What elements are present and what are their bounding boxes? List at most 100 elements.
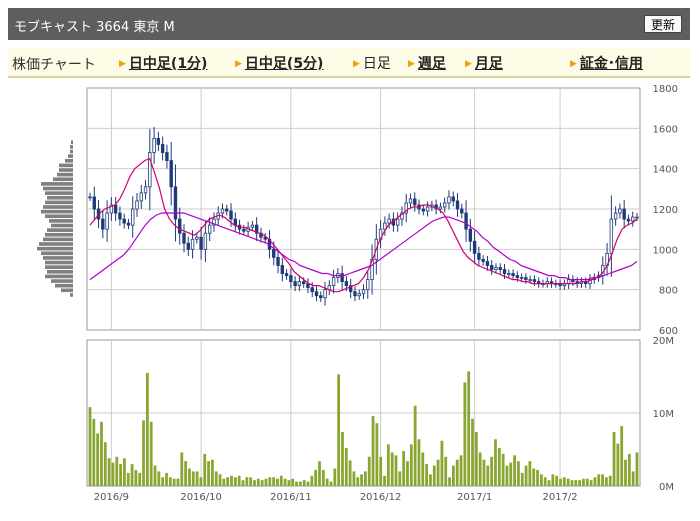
nav-intraday-5min[interactable]: ▶ 日中足(5分) [235,56,324,72]
candle [323,289,327,299]
candle [199,236,203,250]
moving-averages [89,157,638,293]
arrow-right-icon: ▶ [353,59,360,69]
volume-bar [176,478,180,486]
nav-intraday-1min[interactable]: ▶ 日中足(1分) [119,56,208,72]
volume-bar [413,405,417,486]
volume-bar [620,426,624,486]
volume-bar [180,452,184,486]
volume-profile-bar [51,279,73,283]
volume-profile-bar [53,177,73,182]
volume-profile-bar [41,251,73,256]
nav-weekly[interactable]: ▶ 週足 [408,56,446,72]
volume-bar [115,456,119,486]
volume-bar [597,474,601,486]
volume-bar [306,481,310,486]
volume-bar [451,465,455,486]
nav-monthly[interactable]: ▶ 月足 [465,56,503,72]
volume-profile-bar [61,288,73,293]
volume-bar [237,475,241,486]
volume-bar [253,480,256,486]
volume-bar [279,475,283,486]
volume-bar [100,421,103,486]
volume-bar [367,456,371,486]
candle [143,186,148,194]
volume-bar [627,453,631,486]
volume-bar [256,478,260,486]
volume-y-tick: 10M [653,409,674,420]
candle [434,204,438,210]
candle [425,206,430,212]
volume-bar [241,480,245,486]
candle [421,208,426,212]
arrow-right-icon: ▶ [408,59,415,69]
volume-bar [360,474,363,486]
price-y-tick: 1200 [653,205,678,216]
candle [280,265,285,274]
candle [413,198,417,206]
nav-margin-credit[interactable]: ▶ 証金･信用 [570,56,643,72]
volume-bar [88,407,92,486]
volume-bar [195,471,199,486]
volume-bar [356,477,360,486]
candle [118,212,122,220]
volume-bar [539,474,543,486]
volume-bar [276,478,279,486]
volume-bar [310,475,314,486]
candle [400,212,404,220]
volume-bar [318,461,321,486]
candle [186,242,190,250]
volume-profile-bar [43,186,73,191]
volume-bar [624,459,627,486]
volume-bar [417,439,421,486]
volume-bar [341,431,344,486]
candle [314,291,319,297]
volume-profile-bar [65,158,73,163]
volume-profile-bar [45,191,73,195]
arrow-right-icon: ▶ [119,59,126,69]
volume-bar [272,477,276,486]
volume-bar [490,456,494,486]
candle [485,261,490,266]
volume-bar [119,464,123,486]
volume-profile [37,140,73,297]
volume-bar [268,477,272,486]
volume-bar [482,459,486,486]
grid-lines [87,88,640,486]
volume-bar [394,455,398,486]
volume-profile-bar [45,260,73,265]
volume-bar [348,460,352,486]
candle [122,218,126,224]
volume-bar [298,481,302,486]
volume-bars [88,371,639,486]
volume-bar [142,420,145,486]
candle [195,236,199,240]
volume-bar [199,477,203,486]
volume-profile-bar [71,140,73,145]
short-moving-average-line [89,157,638,293]
chart-section-label: 株価チャート [12,57,96,73]
volume-bar [421,452,425,486]
candle [626,218,631,222]
candle [353,291,357,297]
candle [395,218,400,226]
candle [357,293,361,297]
volume-bar [138,472,142,486]
volume-bar [425,464,429,486]
candle [297,281,302,287]
candle [460,208,464,214]
volume-bar [134,469,138,486]
candle [477,252,481,260]
volume-bar [314,469,318,486]
refresh-button[interactable]: 更新 [643,15,682,33]
candle [618,208,622,214]
volume-profile-bar [45,214,73,219]
volume-bar [566,478,570,486]
candle [165,152,169,162]
candle [515,275,520,278]
volume-bar [616,443,620,486]
candle [319,295,323,299]
volume-bar [184,461,188,486]
candle [284,273,289,276]
